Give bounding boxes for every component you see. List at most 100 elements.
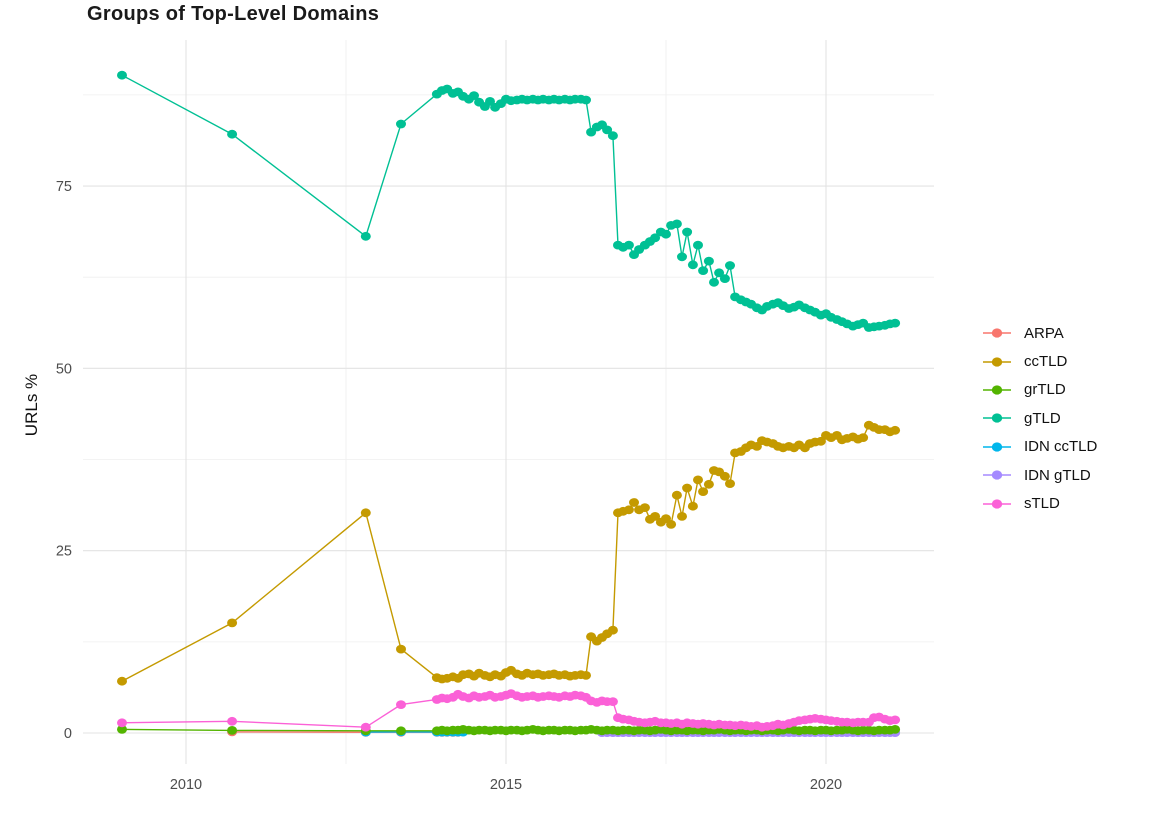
legend-label: grTLD <box>1024 381 1066 399</box>
y-tick-label: 50 <box>56 361 72 377</box>
data-point-grtld <box>227 726 238 735</box>
series-stld <box>117 689 901 732</box>
legend-key-cctld-icon <box>983 356 1011 367</box>
data-point-gtld <box>650 233 661 243</box>
legend-label: ARPA <box>1024 324 1064 342</box>
data-point-cctld <box>698 487 709 496</box>
data-point-gtld <box>687 260 698 270</box>
data-point-gtld <box>719 274 730 283</box>
legend-key-idn-gtld-icon <box>983 470 1011 480</box>
data-point-gtld <box>581 95 591 105</box>
legend-point-icon <box>991 328 1003 338</box>
legend-item-idn-cctld: IDN ccTLD <box>982 433 1097 461</box>
data-point-cctld <box>396 644 406 654</box>
data-point-gtld <box>890 318 901 328</box>
legend-key-idn-cctld-icon <box>983 442 1011 452</box>
data-point-cctld <box>227 618 238 628</box>
data-point-cctld <box>858 433 869 442</box>
data-point-cctld <box>629 498 639 507</box>
legend-key-arpa-icon <box>983 328 1011 338</box>
legend-point-icon <box>991 442 1003 452</box>
data-point-stld <box>890 715 901 725</box>
data-point-grtld <box>396 726 406 736</box>
series-gtld <box>117 70 901 332</box>
legend-item-idn-gtld: IDN gTLD <box>982 461 1097 489</box>
data-point-gtld <box>227 129 238 139</box>
data-point-stld <box>396 700 406 709</box>
data-point-gtld <box>714 268 725 278</box>
data-point-gtld <box>693 240 703 250</box>
legend-key-grtld-icon <box>983 385 1011 395</box>
data-point-gtld <box>671 219 682 229</box>
legend-label: gTLD <box>1024 409 1061 427</box>
axis-labels: 0 25 50 75 2010 2015 2020 <box>56 179 842 793</box>
data-point-gtld <box>698 266 709 275</box>
legend-point-icon <box>991 498 1003 509</box>
x-tick-label: 2010 <box>170 777 202 793</box>
data-point-cctld <box>639 503 650 512</box>
series-line-gtld <box>121 74 896 329</box>
data-point-gtld <box>623 240 634 250</box>
data-point-cctld <box>360 508 371 518</box>
data-point-cctld <box>666 520 677 529</box>
series-cctld <box>117 420 901 686</box>
data-point-cctld <box>581 671 591 680</box>
legend: ARPA ccTLD grTLD gTLD IDN ccTLD IDN gTLD sTLD <box>982 319 1097 518</box>
legend-label: sTLD <box>1024 495 1060 513</box>
data-point-gtld <box>360 231 371 241</box>
data-point-cctld <box>650 512 661 521</box>
data-point-cctld <box>890 425 901 435</box>
data-point-cctld <box>725 479 735 488</box>
data-point-cctld <box>623 505 634 515</box>
data-point-cctld <box>682 483 693 493</box>
data-point-cctld <box>677 512 687 521</box>
legend-item-gtld: gTLD <box>982 404 1097 432</box>
data-point-cctld <box>693 475 703 485</box>
data-point-stld <box>607 697 618 706</box>
legend-point-icon <box>991 470 1003 480</box>
data-point-grtld <box>890 725 901 734</box>
data-point-stld <box>227 716 238 726</box>
legend-point-icon <box>991 413 1003 423</box>
data-point-gtld <box>117 70 127 80</box>
data-point-gtld <box>709 277 719 287</box>
series-layer <box>117 70 901 737</box>
data-point-gtld <box>703 256 714 266</box>
legend-key-gtld-icon <box>983 413 1011 423</box>
legend-item-stld: sTLD <box>982 489 1097 517</box>
legend-label: IDN gTLD <box>1024 466 1091 484</box>
data-point-gtld <box>682 227 693 237</box>
legend-item-grtld: grTLD <box>982 376 1097 404</box>
data-point-gtld <box>661 229 671 239</box>
x-tick-label: 2020 <box>810 777 842 793</box>
data-point-grtld <box>117 725 127 734</box>
data-point-stld <box>117 718 127 728</box>
data-point-cctld <box>607 625 618 635</box>
legend-key-stld-icon <box>983 498 1011 509</box>
legend-item-arpa: ARPA <box>982 319 1097 347</box>
y-tick-label: 75 <box>56 179 72 195</box>
data-point-gtld <box>469 91 479 100</box>
data-point-gtld <box>602 125 613 135</box>
series-line-cctld <box>121 424 896 682</box>
data-point-cctld <box>671 490 682 500</box>
chart-title: Groups of Top-Level Domains <box>87 3 380 25</box>
legend-point-icon <box>991 356 1003 367</box>
data-point-cctld <box>703 479 714 489</box>
data-point-gtld <box>725 261 735 270</box>
data-point-gtld <box>607 131 618 141</box>
legend-label: IDN ccTLD <box>1024 438 1098 456</box>
data-point-stld <box>360 722 371 732</box>
data-point-gtld <box>396 119 406 129</box>
data-point-gtld <box>677 252 687 262</box>
legend-label: ccTLD <box>1024 353 1068 371</box>
data-point-cctld <box>117 676 127 686</box>
y-tick-label: 25 <box>56 544 72 560</box>
legend-point-icon <box>991 385 1003 395</box>
data-point-cctld <box>719 471 730 481</box>
gridlines <box>83 40 934 764</box>
x-tick-label: 2015 <box>490 777 522 793</box>
data-point-cctld <box>687 501 698 511</box>
